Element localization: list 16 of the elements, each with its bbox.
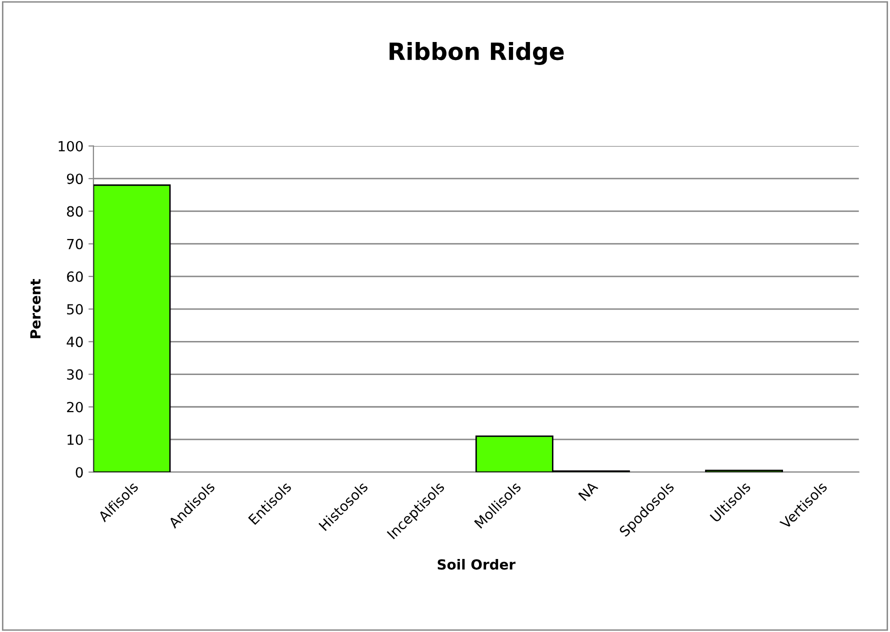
bar [93,184,171,472]
x-tick-label: NA [578,480,598,501]
x-axis-title: Soil Order [438,558,516,570]
y-tick-label: 20 [67,402,83,412]
y-tick-label: 40 [66,336,83,348]
y-tick-label: 100 [58,140,83,152]
y-tick-label: 0 [76,467,83,478]
y-axis-title: Percent [30,279,41,338]
y-tick-label: 10 [68,434,83,445]
y-tick-label: 60 [67,271,83,282]
y-tick-label: 90 [66,174,83,184]
y-tick-label: 70 [67,238,83,250]
y-tick-label: 80 [66,206,83,217]
y-tick-label: 50 [67,304,83,315]
y-tick-label: 30 [67,369,83,380]
chart-title: Ribbon Ridge [390,42,564,65]
